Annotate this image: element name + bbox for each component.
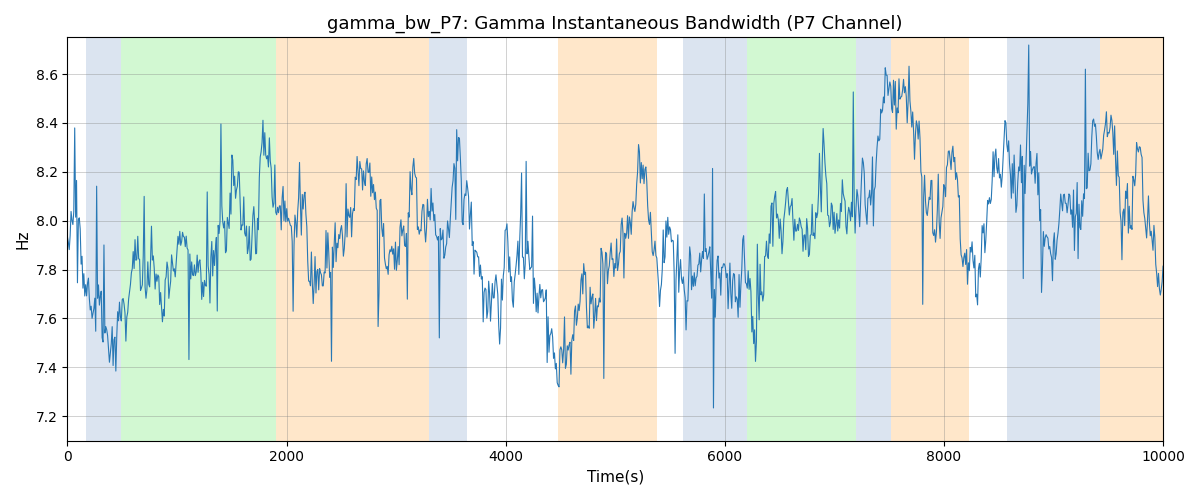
Bar (86, 38, 121, 440)
Bar (428, 38, 467, 440)
Bar (1008, 38, 1099, 440)
Bar (121, 38, 276, 440)
X-axis label: Time(s): Time(s) (587, 470, 644, 485)
Bar (683, 38, 746, 440)
Bar (1099, 38, 1163, 440)
Bar (857, 38, 892, 440)
Bar (276, 38, 428, 440)
Y-axis label: Hz: Hz (16, 230, 30, 249)
Bar (558, 38, 656, 440)
Title: gamma_bw_P7: Gamma Instantaneous Bandwidth (P7 Channel): gamma_bw_P7: Gamma Instantaneous Bandwid… (328, 15, 902, 34)
Bar (746, 38, 857, 440)
Bar (892, 38, 970, 440)
